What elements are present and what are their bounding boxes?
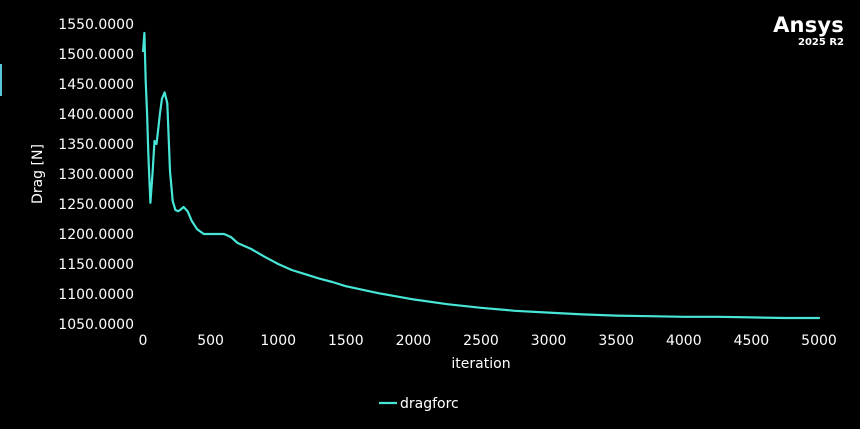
brand-name: Ansys (773, 13, 844, 37)
data-point (230, 236, 232, 238)
y-axis: 1050.0000 1100.0000 1150.0000 1200.0000 1250… (58, 17, 134, 333)
y-tick-label: 1350.0000 (58, 137, 134, 153)
data-point (277, 263, 280, 265)
data-point (196, 228, 199, 231)
x-tick-label: 0 (139, 333, 148, 349)
series-line-dragforc (142, 31, 821, 320)
data-point (161, 98, 163, 100)
y-tick-label: 1300.0000 (58, 167, 134, 183)
data-point (290, 269, 293, 271)
data-point (223, 233, 226, 235)
y-axis-label: Drag [N] (30, 144, 46, 204)
y-tick-label: 1550.0000 (58, 17, 134, 33)
data-point (155, 143, 158, 145)
data-point (480, 306, 482, 309)
x-tick-label: 2500 (463, 333, 499, 349)
data-point (263, 255, 266, 258)
data-point (682, 315, 685, 318)
data-point (216, 233, 219, 235)
data-point (163, 91, 166, 94)
data-point (317, 277, 320, 280)
x-tick-label: 4000 (666, 333, 702, 349)
data-point (166, 102, 169, 105)
data-point (304, 273, 307, 276)
x-tick-label: 5000 (801, 333, 837, 349)
data-point (180, 208, 182, 211)
data-point (149, 201, 152, 204)
legend: dragforc (379, 396, 459, 412)
data-point (202, 233, 205, 235)
data-point (190, 219, 193, 222)
data-point (331, 281, 334, 283)
data-point (513, 309, 516, 312)
data-point (344, 285, 347, 288)
y-tick-label: 1100.0000 (58, 287, 134, 303)
x-tick-label: 3500 (598, 333, 634, 349)
x-tick-label: 4500 (734, 333, 770, 349)
y-tick-label: 1250.0000 (58, 197, 134, 213)
data-point (157, 131, 159, 133)
data-point (169, 170, 171, 172)
data-point (378, 292, 381, 295)
y-tick-label: 1200.0000 (58, 227, 134, 243)
data-point (818, 317, 820, 319)
data-point (147, 155, 150, 157)
y-tick-label: 1500.0000 (58, 47, 134, 63)
data-point (143, 32, 146, 34)
ansys-logo: Ansys 2025 R2 (773, 14, 844, 50)
x-tick-label: 500 (197, 333, 224, 349)
data-point (236, 242, 239, 244)
x-tick-label: 1500 (328, 333, 364, 349)
x-axis: 0 500 1000 1500 2000 2500 3000 3500 4000 4500 5000 (139, 333, 837, 349)
data-point (151, 173, 154, 175)
data-point (144, 80, 147, 82)
data-point (146, 113, 149, 115)
data-point (615, 314, 618, 317)
data-point (547, 311, 550, 314)
data-point (716, 315, 719, 318)
data-point (446, 303, 449, 306)
x-tick-label: 3000 (531, 333, 567, 349)
data-point (581, 313, 584, 316)
data-point (174, 209, 177, 211)
data-point (250, 248, 253, 250)
y-tick-label: 1150.0000 (58, 257, 134, 273)
data-point (209, 233, 212, 235)
plot-area (142, 31, 821, 320)
data-point (784, 317, 787, 319)
x-tick-label: 2000 (396, 333, 432, 349)
y-tick-label: 1450.0000 (58, 77, 134, 93)
panel-edge-marker (0, 64, 2, 96)
x-axis-label: iteration (451, 356, 510, 372)
series-points (142, 32, 820, 319)
data-point (177, 210, 180, 213)
data-point (750, 316, 753, 319)
data-point (153, 140, 156, 142)
data-point (159, 113, 161, 115)
data-point (171, 200, 174, 202)
data-point (412, 298, 415, 301)
data-point (649, 315, 651, 318)
x-tick-label: 1000 (260, 333, 296, 349)
y-tick-label: 1050.0000 (58, 317, 134, 333)
brand-version: 2025 R2 (798, 37, 844, 48)
legend-label-dragforc: dragforc (400, 396, 459, 412)
data-point (142, 50, 145, 52)
y-tick-label: 1400.0000 (58, 107, 134, 123)
data-point (182, 206, 185, 208)
data-point (186, 210, 189, 213)
